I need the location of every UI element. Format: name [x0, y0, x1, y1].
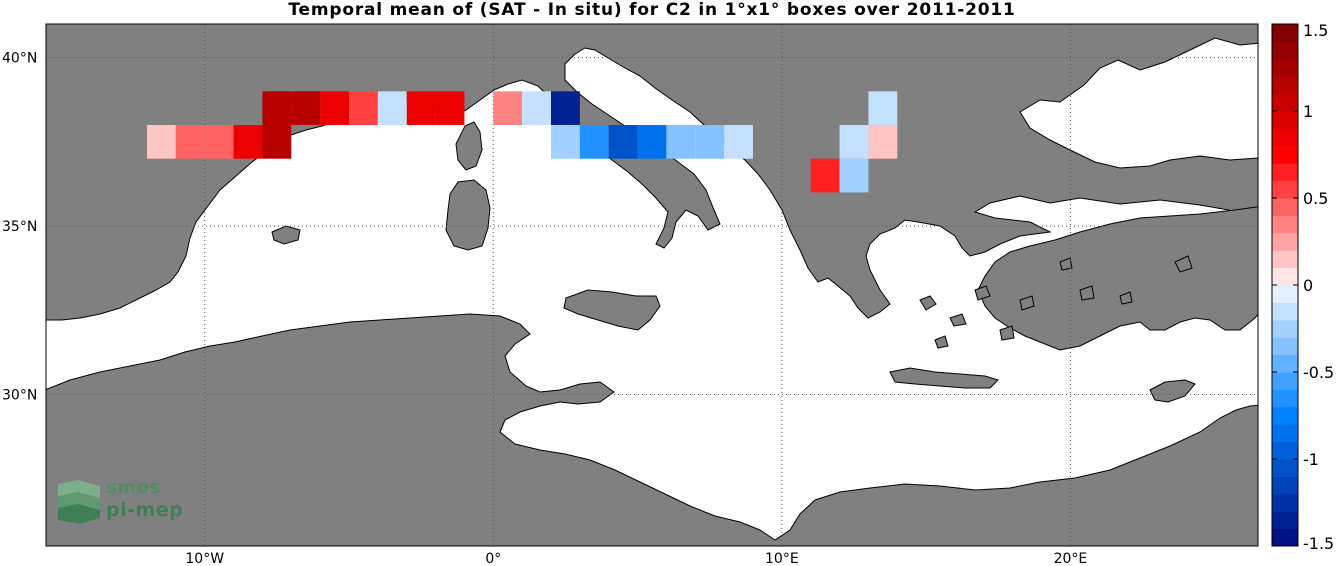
land-aegean-islands [919, 255, 1193, 349]
colorbar-swatch [1272, 441, 1298, 460]
colorbar-tick-label: 0 [1303, 276, 1313, 295]
colorbar-swatch [1272, 302, 1298, 321]
colorbar-swatch [1272, 198, 1298, 216]
colorbar-swatch [1272, 389, 1298, 408]
heatmap-cell [493, 91, 523, 126]
heatmap-cell [204, 125, 234, 159]
colorbar-swatch [1272, 476, 1298, 495]
land-anatolia [977, 206, 1258, 351]
logo-text-smos: smos [106, 477, 161, 498]
heatmap-cell [435, 91, 465, 126]
smos-pi-mep-logo [58, 480, 100, 524]
colorbar-swatch [1272, 285, 1298, 303]
logo-text-pi-mep: pi-mep [106, 499, 184, 521]
data-cells [147, 91, 898, 193]
colorbar-swatch [1272, 24, 1298, 42]
colorbar-swatch [1272, 145, 1298, 164]
colorbar-swatch [1272, 128, 1298, 147]
heatmap-cell [233, 125, 263, 159]
colorbar-swatch [1272, 406, 1298, 425]
colorbar-tick-label: 0.5 [1303, 189, 1328, 208]
colorbar-ticks: 1.5 1 0.5 0 -0.5 -1 -1.5 [1272, 21, 1334, 553]
lon-tick-label: 0° [485, 551, 501, 566]
heatmap-cell [868, 125, 898, 159]
colorbar-swatch [1272, 459, 1298, 477]
colorbar-tick-label: -1 [1303, 450, 1319, 469]
heatmap-cell [839, 158, 869, 193]
lat-tick-label: 40°N [2, 51, 37, 67]
heatmap-cell [868, 91, 898, 126]
colorbar-swatch [1272, 528, 1298, 547]
colorbar-swatch [1272, 372, 1298, 390]
map-title: Temporal mean of (SAT - In situ) for C2 … [288, 0, 1016, 20]
heatmap-cell [810, 158, 840, 193]
colorbar-swatch [1272, 319, 1298, 338]
heatmap-cell [522, 91, 551, 126]
heatmap-cell [175, 125, 205, 159]
heatmap-cell [406, 91, 436, 126]
colorbar-swatch [1272, 232, 1298, 251]
lat-tick-label: 35°N [2, 219, 37, 235]
graticule [46, 24, 1258, 546]
heatmap-cell [579, 125, 609, 159]
map-frame [45, 23, 1259, 547]
heatmap-cell [724, 125, 753, 159]
land-corsica [455, 121, 483, 171]
heatmap-cell [637, 125, 667, 159]
land-africa [46, 313, 1258, 546]
lon-tick-label: 20°E [1054, 551, 1088, 566]
heatmap-cell [262, 125, 292, 159]
colorbar-swatch [1272, 76, 1298, 95]
lon-tick-label: 10°W [185, 551, 224, 566]
colorbar-tick-label: 1.5 [1303, 21, 1328, 40]
heatmap-cell [608, 125, 638, 159]
heatmap-cell [320, 91, 349, 126]
land-crete [889, 367, 999, 389]
colorbar-swatch [1272, 215, 1298, 234]
colorbar-tick-label: -1.5 [1303, 534, 1334, 553]
land-sicily [563, 289, 661, 331]
colorbar-tick-label: 1 [1303, 102, 1313, 121]
lon-tick-label: 10°E [765, 551, 799, 566]
colorbar-swatch [1272, 337, 1298, 356]
colorbar-swatch [1272, 354, 1298, 373]
colorbar [1272, 24, 1298, 547]
lat-tick-label: 30°N [2, 387, 37, 403]
colorbar-swatch [1272, 493, 1298, 512]
colorbar-swatch [1272, 93, 1298, 112]
colorbar-swatch [1272, 250, 1298, 269]
heatmap-cell [695, 125, 725, 159]
colorbar-swatch [1272, 267, 1298, 286]
colorbar-swatch [1272, 58, 1298, 77]
colorbar-swatch [1272, 180, 1298, 199]
colorbar-swatch [1272, 511, 1298, 530]
heatmap-cell [349, 91, 378, 126]
heatmap-cell [551, 125, 580, 159]
heatmap-cell [839, 125, 869, 159]
heatmap-cell [262, 91, 292, 126]
colorbar-tick-label: -0.5 [1303, 363, 1334, 382]
heatmap-cell [551, 91, 580, 126]
longitude-labels: 10°W 0° 10°E 20°E [185, 551, 1087, 566]
heatmap-cell [147, 125, 176, 159]
land-sardinia [445, 179, 491, 251]
colorbar-swatch [1272, 424, 1298, 443]
heatmap-cell [666, 125, 696, 159]
colorbar-swatch [1272, 163, 1298, 182]
colorbar-swatch [1272, 41, 1298, 60]
colorbar-swatch [1272, 111, 1298, 129]
heatmap-cell [377, 91, 407, 126]
latitude-labels: 40°N 35°N 30°N [2, 51, 37, 404]
land-cyprus [1149, 379, 1196, 403]
heatmap-cell [291, 91, 321, 126]
